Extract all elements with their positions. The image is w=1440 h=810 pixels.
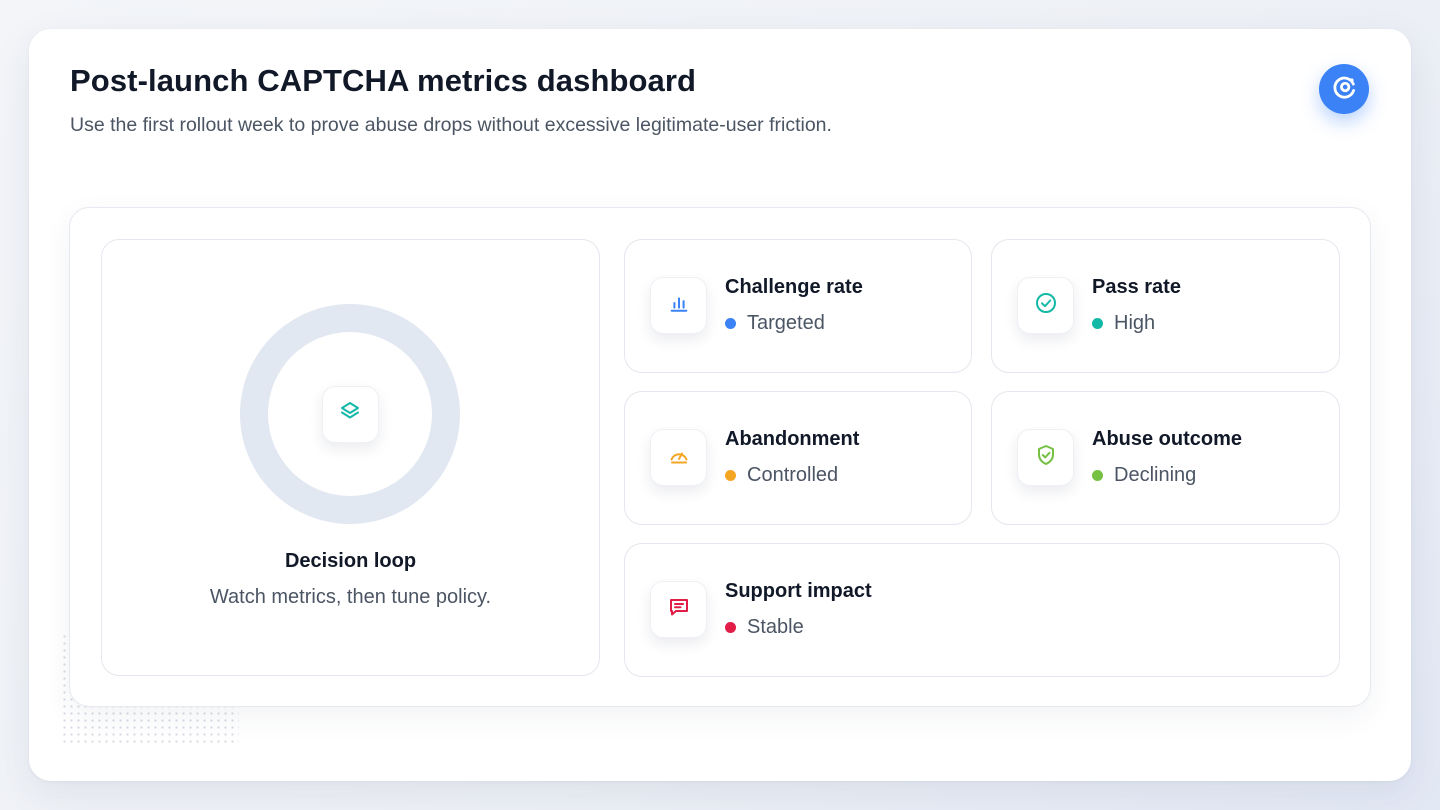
metric-status-label: Stable	[747, 616, 804, 638]
metric-icon-tile	[1017, 429, 1074, 486]
metric-title: Challenge rate	[725, 276, 863, 298]
metric-title: Abuse outcome	[1092, 428, 1243, 450]
status-dot	[1092, 470, 1103, 481]
metric-status: Stable	[725, 616, 804, 639]
status-dot	[725, 622, 736, 633]
metric-card-pass-rate[interactable]: Pass rate High	[991, 239, 1340, 373]
decision-loop-ring	[240, 304, 460, 524]
metric-card-support-impact[interactable]: Support impact Stable	[624, 543, 1340, 677]
status-dot	[725, 470, 736, 481]
metric-status: Targeted	[725, 312, 825, 335]
layers-icon	[338, 400, 362, 429]
decision-loop-card: Decision loop Watch metrics, then tune p…	[101, 239, 600, 676]
metric-title: Abandonment	[725, 428, 860, 450]
message-square-icon	[667, 595, 691, 624]
metric-icon-tile	[650, 581, 707, 638]
metric-status-label: Controlled	[747, 464, 839, 486]
metric-title: Support impact	[725, 580, 872, 602]
metric-status: Declining	[1092, 464, 1196, 487]
refresh-target-icon	[1330, 73, 1358, 106]
metric-status: High	[1092, 312, 1155, 335]
gauge-icon	[667, 443, 691, 472]
metric-title: Pass rate	[1092, 276, 1181, 298]
metric-status-label: Declining	[1114, 464, 1197, 486]
page-title: Post-launch CAPTCHA metrics dashboard	[70, 63, 697, 98]
dashboard-frame: Post-launch CAPTCHA metrics dashboard Us…	[29, 29, 1411, 781]
brand-button[interactable]	[1319, 64, 1369, 114]
status-dot	[1092, 318, 1103, 329]
shield-check-icon	[1034, 443, 1058, 472]
metric-icon-tile	[650, 429, 707, 486]
metric-status-label: Targeted	[747, 312, 825, 334]
decision-loop-icon-tile	[321, 385, 379, 443]
decision-loop-subtitle: Watch metrics, then tune policy.	[209, 586, 492, 608]
metric-status: Controlled	[725, 464, 838, 487]
bar-chart-icon	[668, 292, 690, 319]
page-subtitle: Use the first rollout week to prove abus…	[70, 114, 832, 136]
metric-status-label: High	[1114, 312, 1156, 334]
decision-loop-title: Decision loop	[284, 550, 417, 572]
metric-card-challenge-rate[interactable]: Challenge rate Targeted	[624, 239, 972, 373]
metric-card-abandonment[interactable]: Abandonment Controlled	[624, 391, 972, 525]
metric-icon-tile	[1017, 277, 1074, 334]
metric-card-abuse-outcome[interactable]: Abuse outcome Declining	[991, 391, 1340, 525]
status-dot	[725, 318, 736, 329]
metrics-board: Decision loop Watch metrics, then tune p…	[69, 207, 1371, 707]
check-circle-icon	[1034, 291, 1058, 320]
metric-icon-tile	[650, 277, 707, 334]
